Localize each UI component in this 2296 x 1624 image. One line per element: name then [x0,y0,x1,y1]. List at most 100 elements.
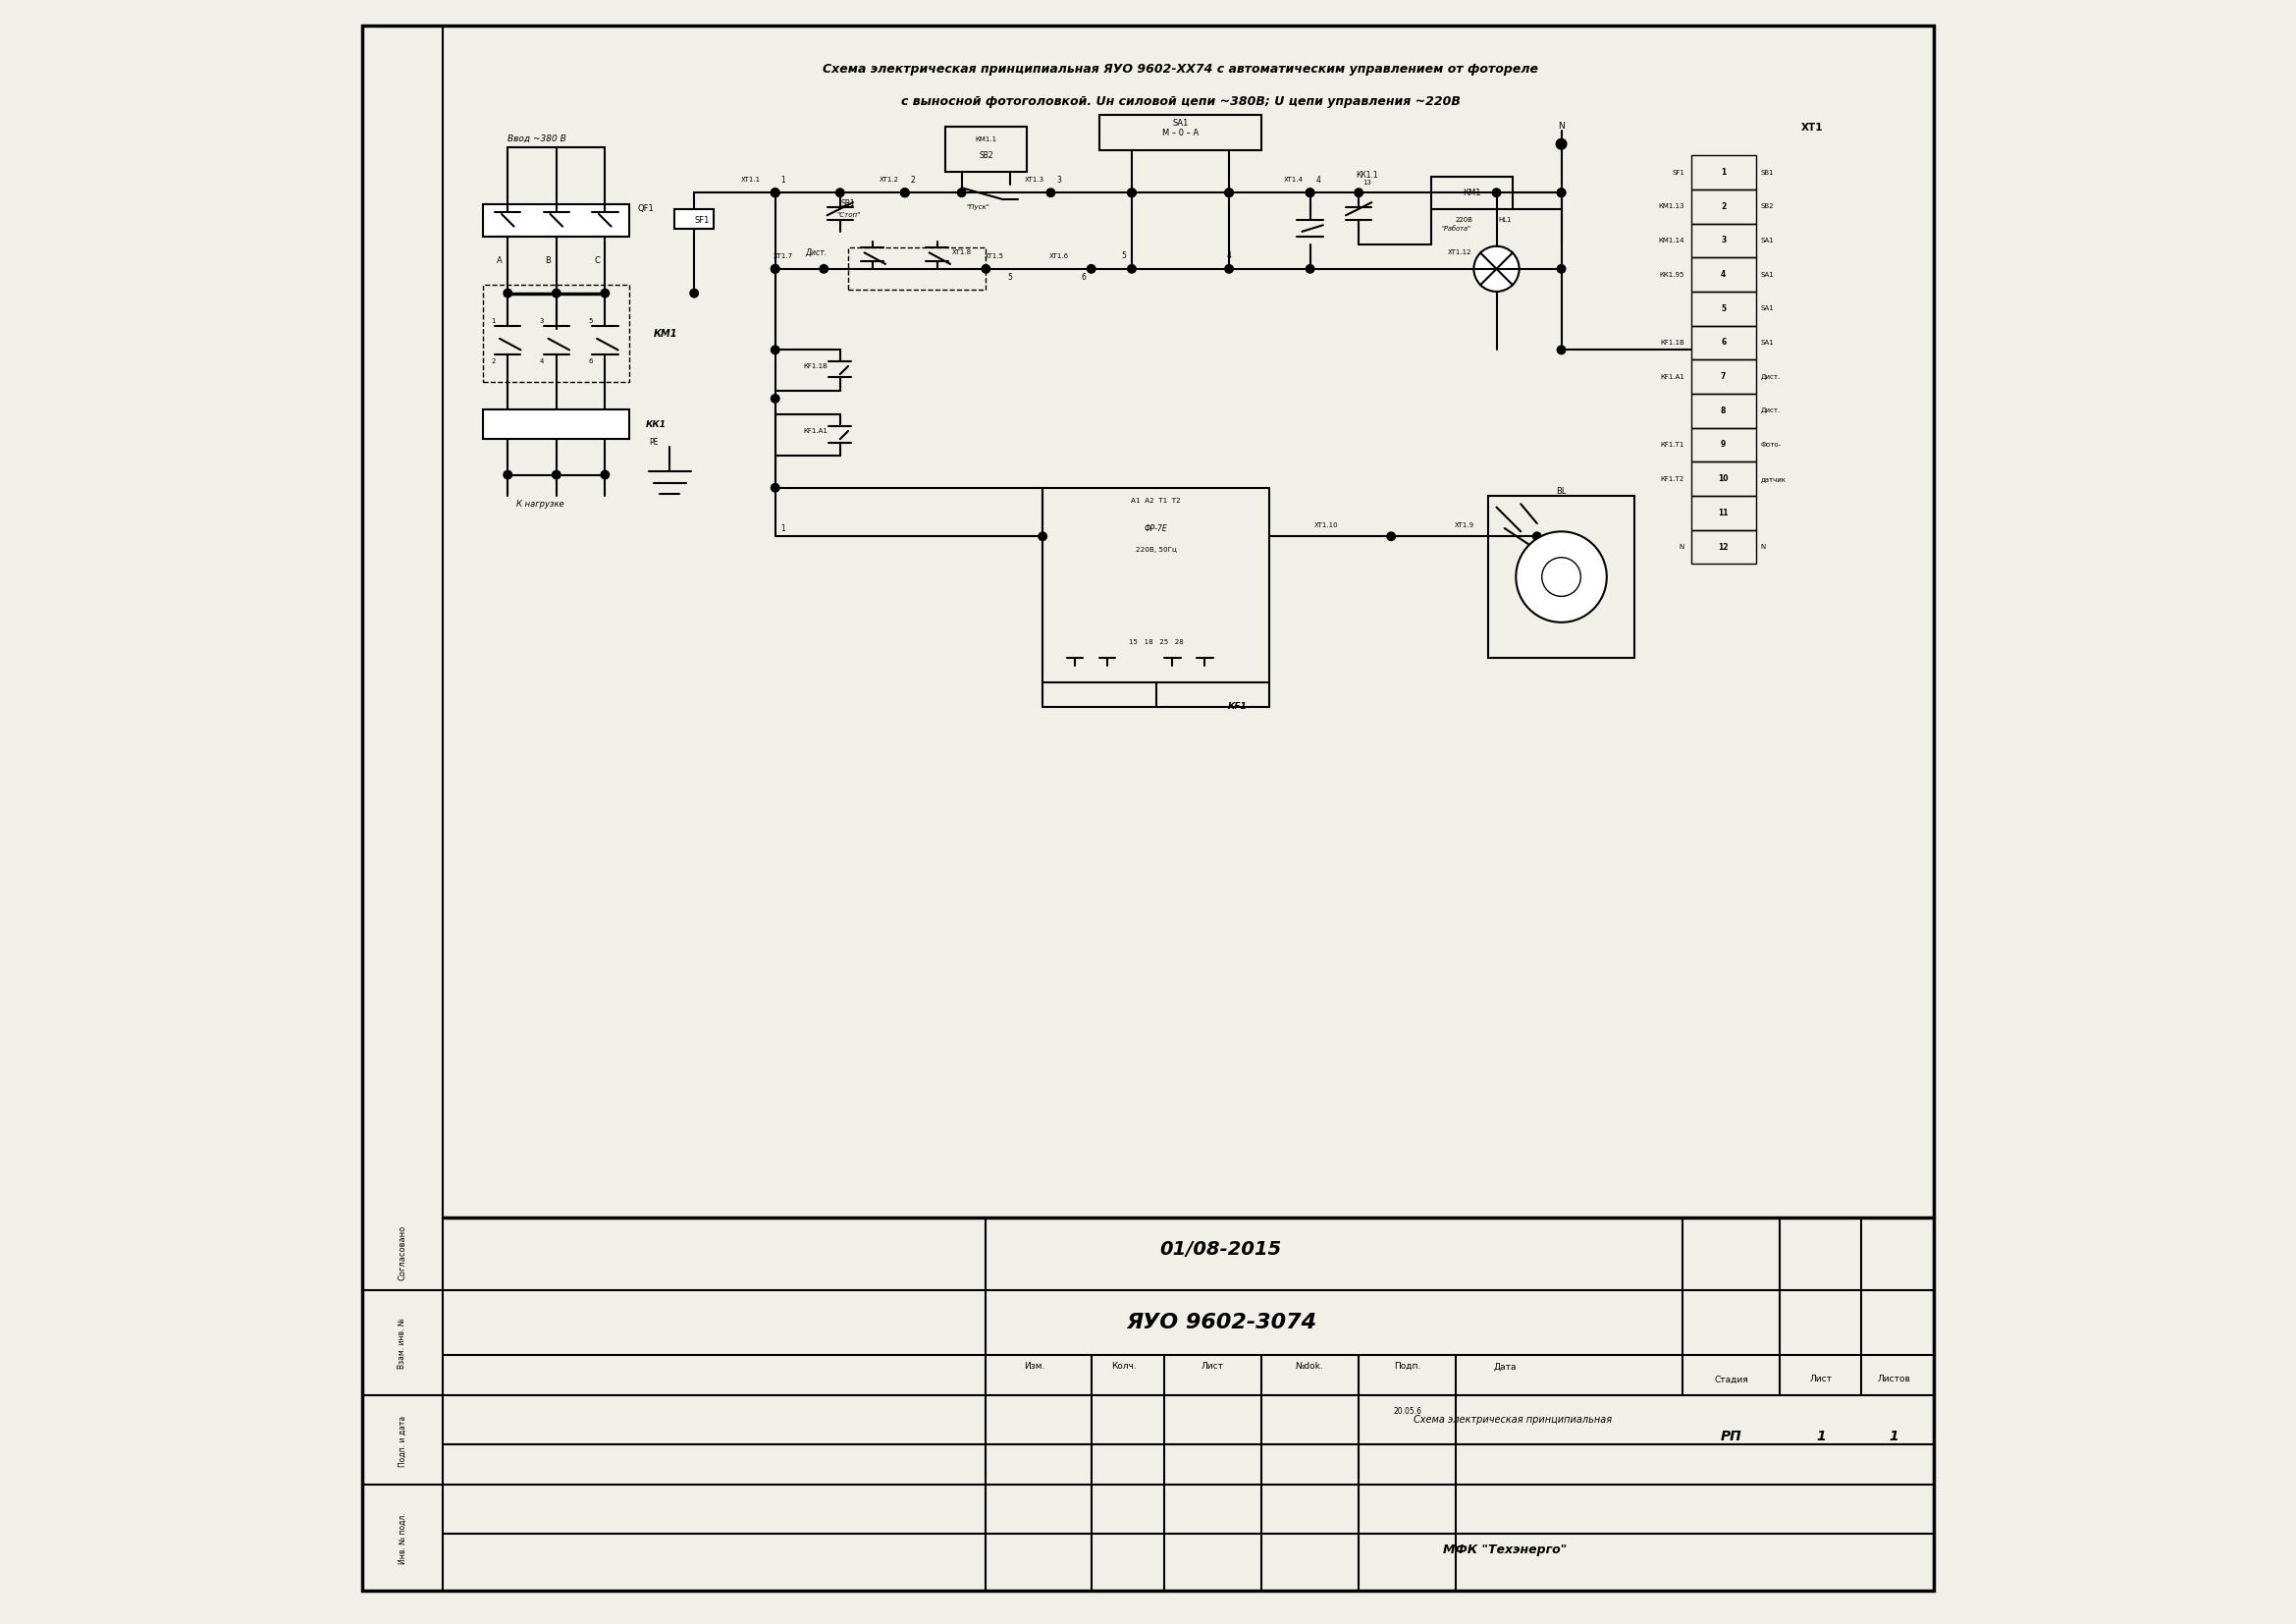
Circle shape [771,393,781,403]
Text: Взам. инв. №: Взам. инв. № [397,1319,406,1369]
Circle shape [689,289,698,299]
Text: 2: 2 [912,175,916,184]
Text: HL1: HL1 [1497,218,1511,222]
Bar [1690,461,1756,495]
Text: "Стоп": "Стоп" [836,213,861,218]
Text: 6: 6 [1081,273,1086,281]
Text: 220В: 220В [1456,218,1474,222]
Circle shape [599,469,611,479]
Text: Лист: Лист [1809,1376,1832,1384]
Text: К нагрузке: К нагрузке [517,500,563,508]
Text: КF1.Т2: КF1.Т2 [1660,476,1685,482]
Circle shape [1086,265,1095,274]
Text: 1: 1 [781,175,785,184]
Text: XT1.8: XT1.8 [953,250,971,255]
Text: 1: 1 [491,318,496,323]
Bar [1690,359,1756,393]
Text: B: B [546,257,551,265]
Text: 2: 2 [1720,201,1727,211]
Text: КМ1: КМ1 [654,328,677,339]
Text: 1: 1 [1720,167,1727,177]
Circle shape [771,482,781,492]
Text: КК1.95: КК1.95 [1660,271,1685,278]
Text: XT1.12: XT1.12 [1449,250,1472,255]
Text: N: N [1559,122,1564,130]
Text: с выносной фотоголовкой. Uн силовой цепи ~380В; U цепи управления ~220В: с выносной фотоголовкой. Uн силовой цепи… [900,96,1460,109]
Bar [1690,427,1756,461]
Text: 8: 8 [1720,406,1727,416]
Text: 9: 9 [1720,440,1727,450]
Bar [1488,495,1635,658]
Circle shape [1127,265,1137,274]
Bar [484,409,629,438]
Text: XT1.4: XT1.4 [1283,177,1304,182]
Circle shape [1127,188,1137,198]
Text: 1: 1 [1816,1429,1825,1444]
Bar [847,248,985,291]
Text: "Пуск": "Пуск" [967,205,990,209]
Text: 1: 1 [781,525,785,533]
Text: 11: 11 [1717,508,1729,518]
Text: Дист.: Дист. [806,248,827,257]
Text: SF1: SF1 [696,216,709,224]
Circle shape [1038,531,1047,541]
Text: ЯУО 9602-3074: ЯУО 9602-3074 [1125,1312,1316,1333]
Text: Схема электрическая принципиальная ЯУО 9602-ХХ74 с автоматическим управлением от: Схема электрическая принципиальная ЯУО 9… [822,63,1538,76]
Circle shape [1304,188,1316,198]
Text: N: N [1678,544,1685,551]
Circle shape [1557,188,1566,198]
Circle shape [900,188,909,198]
Text: Дист.: Дист. [1761,374,1782,380]
Bar [1690,529,1756,564]
Circle shape [1543,557,1580,596]
Circle shape [599,289,611,299]
Text: Схема электрическая принципиальная: Схема электрическая принципиальная [1414,1415,1612,1424]
Text: Дата: Дата [1492,1363,1515,1371]
Circle shape [503,469,512,479]
Text: QF1: QF1 [638,205,654,213]
Text: Подп.: Подп. [1394,1363,1421,1371]
Text: 7: 7 [1720,372,1727,382]
Text: ФР-7Е: ФР-7Е [1143,525,1169,533]
Text: КF1.А1: КF1.А1 [804,429,829,434]
Bar [946,127,1026,172]
Circle shape [1557,140,1566,149]
Text: МФК "Техэнерго": МФК "Техэнерго" [1442,1543,1566,1556]
Circle shape [771,265,781,274]
Text: 12: 12 [1717,542,1729,551]
Text: Инв. № подл.: Инв. № подл. [397,1512,406,1564]
Text: 3: 3 [540,318,544,323]
Text: 220В, 50Гц: 220В, 50Гц [1137,546,1176,552]
Text: XT1.1: XT1.1 [742,177,760,182]
Text: Стадия: Стадия [1715,1376,1750,1384]
Text: 01/08-2015: 01/08-2015 [1159,1241,1281,1259]
Circle shape [1355,188,1364,198]
Text: 15   18   25   28: 15 18 25 28 [1130,638,1182,645]
Bar [484,205,629,237]
Text: 6: 6 [1720,338,1727,348]
Bar [1690,156,1756,190]
Text: SA1: SA1 [1761,305,1775,312]
Text: 4: 4 [1720,270,1727,279]
Text: №dok.: №dok. [1295,1363,1325,1371]
Text: РП: РП [1720,1429,1743,1444]
Circle shape [1515,531,1607,622]
Text: 4: 4 [1316,175,1320,184]
Bar [1690,224,1756,258]
Text: 4: 4 [540,359,544,364]
Bar [1100,115,1261,151]
Text: XT1.5: XT1.5 [985,253,1003,258]
Bar [484,286,629,382]
Text: Колч.: Колч. [1111,1363,1137,1371]
Bar [1690,495,1756,529]
Text: Фото-: Фото- [1761,442,1782,448]
Circle shape [1531,531,1543,541]
Text: Лист: Лист [1201,1363,1224,1371]
Circle shape [1224,188,1233,198]
Text: N: N [1761,544,1766,551]
Text: SB1: SB1 [840,200,856,208]
Circle shape [1387,531,1396,541]
Circle shape [836,188,845,198]
Circle shape [1224,188,1233,198]
Text: 10: 10 [1717,474,1729,484]
